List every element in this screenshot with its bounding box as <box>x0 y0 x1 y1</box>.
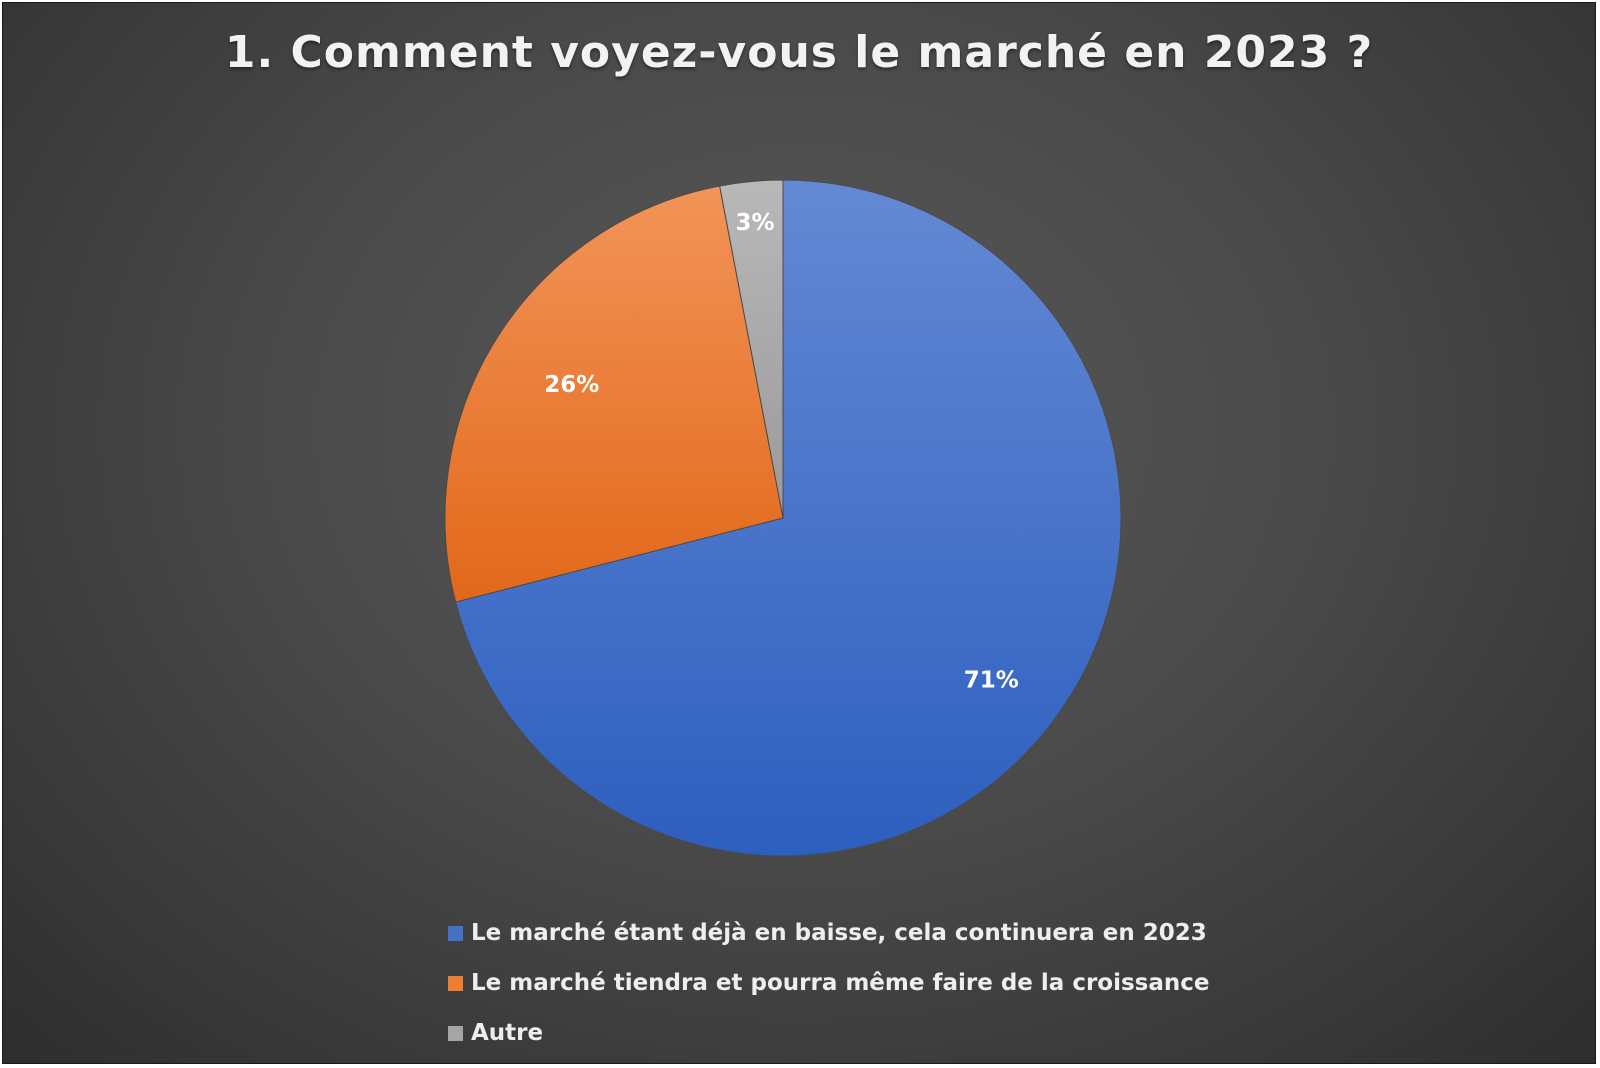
data-label-autre: 3% <box>735 210 774 236</box>
legend-label: Le marché étant déjà en baisse, cela con… <box>471 920 1207 946</box>
legend-swatch-gray <box>448 1025 463 1041</box>
chart-title: 1. Comment voyez-vous le marché en 2023 … <box>224 27 1374 78</box>
legend-item-croissance: Le marché tiendra et pourra même faire d… <box>448 958 1210 1008</box>
data-label-baisse: 71% <box>964 668 1019 694</box>
legend-swatch-orange <box>448 975 463 991</box>
data-label-croissance: 26% <box>544 372 599 398</box>
legend-item-autre: Autre <box>448 1008 1210 1058</box>
legend-label: Autre <box>471 1020 544 1046</box>
pie-chart: 71% 26% 3% <box>444 179 1122 857</box>
pie-slice-baisse <box>455 179 1122 857</box>
legend-item-baisse: Le marché étant déjà en baisse, cela con… <box>448 908 1210 958</box>
pie-slice-croissance <box>444 185 784 603</box>
legend-swatch-blue <box>448 925 463 941</box>
pie-slice-autre <box>719 179 784 519</box>
legend-label: Le marché tiendra et pourra même faire d… <box>471 970 1210 996</box>
chart-legend: Le marché étant déjà en baisse, cela con… <box>448 908 1210 1058</box>
